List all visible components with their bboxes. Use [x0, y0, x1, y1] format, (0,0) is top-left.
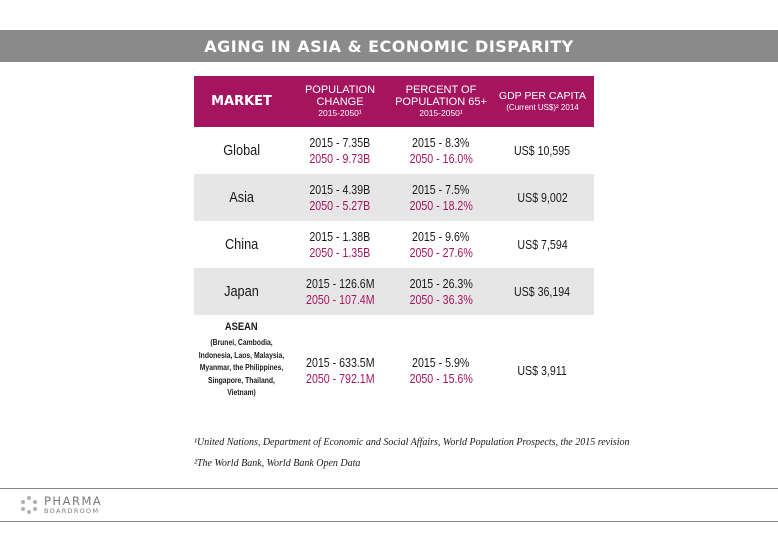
header-percent-line1: PERCENT OF: [405, 84, 477, 96]
population-2015: 2015 - 1.38B: [309, 229, 371, 244]
header-gdp-line1: GDP PER CAPITA: [498, 90, 587, 102]
population-2050: 2050 - 107.4M: [305, 292, 375, 307]
percent-2015: 2015 - 9.6%: [412, 229, 470, 244]
logo-text-primary: PHARMA: [44, 494, 103, 508]
logo-text-secondary: BOARDROOM: [44, 507, 100, 515]
percent-2015: 2015 - 8.3%: [412, 135, 470, 150]
gdp-value: US$ 3,911: [517, 363, 568, 378]
pharma-boardroom-logo: PHARMA BOARDROOM: [20, 495, 102, 515]
gdp-value: US$ 10,595: [514, 143, 571, 158]
header-market: MARKET: [194, 76, 289, 127]
page-title: AGING IN ASIA & ECONOMIC DISPARITY: [0, 30, 778, 62]
table-row: Asia 2015 - 4.39B 2050 - 5.27B 2015 - 7.…: [194, 174, 594, 221]
population-2050: 2050 - 792.1M: [305, 371, 375, 386]
market-name: Global: [223, 142, 260, 159]
header-gdp-line2: (Current US$)² 2014: [506, 103, 579, 112]
divider-bottom: [0, 521, 778, 522]
table-row: ASEAN (Brunei, Cambodia, Indonesia, Laos…: [194, 315, 594, 426]
market-name: Japan: [224, 283, 259, 300]
population-2050: 2050 - 5.27B: [309, 198, 371, 213]
table-row: China 2015 - 1.38B 2050 - 1.35B 2015 - 9…: [194, 221, 594, 268]
header-population-line1: POPULATION: [304, 84, 376, 96]
header-percent: PERCENT OF POPULATION 65+ 2015-2050¹: [391, 76, 491, 127]
header-population-line2: CHANGE: [316, 96, 364, 108]
header-population-line3: 2015-2050¹: [318, 108, 362, 118]
population-2015: 2015 - 7.35B: [309, 135, 371, 150]
gdp-value: US$ 9,002: [517, 190, 568, 205]
percent-2015: 2015 - 5.9%: [412, 355, 470, 370]
divider-top: [0, 488, 778, 489]
data-table: MARKET POPULATION CHANGE 2015-2050¹ PERC…: [194, 76, 594, 426]
market-name: Asia: [229, 189, 254, 206]
population-2050: 2050 - 1.35B: [309, 245, 371, 260]
table-row: Global 2015 - 7.35B 2050 - 9.73B 2015 - …: [194, 127, 594, 174]
footnote-2: ²The World Bank, World Bank Open Data: [194, 458, 361, 469]
population-2015: 2015 - 4.39B: [309, 182, 371, 197]
gdp-value: US$ 36,194: [514, 284, 571, 299]
percent-2050: 2050 - 15.6%: [409, 371, 473, 386]
logo-dots-icon: [20, 496, 38, 514]
header-percent-line3: 2015-2050¹: [419, 108, 463, 118]
market-name: China: [224, 236, 259, 253]
population-2015: 2015 - 633.5M: [305, 355, 375, 370]
market-detail: (Brunei, Cambodia, Indonesia, Laos, Mala…: [198, 338, 285, 397]
percent-2050: 2050 - 18.2%: [409, 198, 473, 213]
header-population: POPULATION CHANGE 2015-2050¹: [289, 76, 391, 127]
percent-2050: 2050 - 36.3%: [409, 292, 473, 307]
footnote-1: ¹United Nations, Department of Economic …: [194, 437, 630, 448]
table-row: Japan 2015 - 126.6M 2050 - 107.4M 2015 -…: [194, 268, 594, 315]
table-header: MARKET POPULATION CHANGE 2015-2050¹ PERC…: [194, 76, 594, 127]
percent-2050: 2050 - 27.6%: [409, 245, 473, 260]
percent-2015: 2015 - 7.5%: [412, 182, 470, 197]
percent-2015: 2015 - 26.3%: [409, 276, 473, 291]
header-percent-line2: POPULATION 65+: [395, 96, 487, 108]
gdp-value: US$ 7,594: [517, 237, 568, 252]
market-name: ASEAN: [225, 321, 258, 333]
population-2050: 2050 - 9.73B: [309, 151, 371, 166]
header-market-label: MARKET: [211, 94, 272, 109]
population-2015: 2015 - 126.6M: [305, 276, 375, 291]
header-gdp: GDP PER CAPITA (Current US$)² 2014: [491, 76, 594, 127]
percent-2050: 2050 - 16.0%: [409, 151, 473, 166]
